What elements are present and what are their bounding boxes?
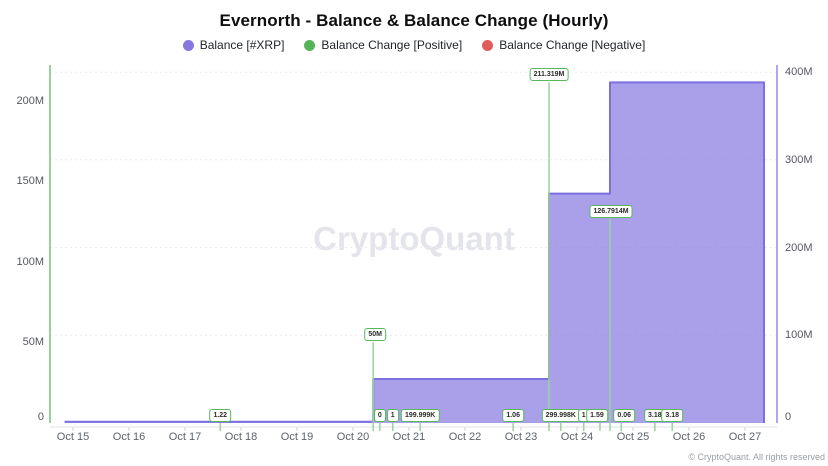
- left-axis-tick-label: 150M: [16, 175, 44, 188]
- balance-change-value-label: 3.18: [661, 409, 683, 422]
- balance-change-value-label: 0.06: [613, 409, 636, 422]
- legend-item-change-positive[interactable]: Balance Change [Positive]: [304, 38, 462, 52]
- balance-change-value-label: 0: [373, 409, 386, 422]
- balance-change-value-label: 299.998K: [541, 408, 580, 422]
- x-axis-date-label: Oct 25: [616, 431, 650, 443]
- balance-change-value-label: 1: [386, 409, 399, 422]
- right-axis-tick-label: 0: [785, 411, 792, 423]
- x-axis-date-label: Oct 18: [224, 431, 258, 443]
- right-axis-tick-label: 100M: [785, 329, 813, 342]
- left-axis-tick-label: 200M: [16, 94, 44, 107]
- legend: Balance [#XRP] Balance Change [Positive] B…: [0, 38, 828, 52]
- x-axis-date-label: Oct 26: [672, 431, 706, 443]
- balance-change-value-label: 211.319M: [529, 68, 569, 82]
- x-axis-date-label: Oct 17: [168, 431, 202, 443]
- chart-title: Evernorth - Balance & Balance Change (Ho…: [219, 11, 609, 30]
- left-axis-tick-label: 100M: [16, 255, 44, 268]
- x-axis-date-label: Oct 16: [112, 431, 146, 443]
- x-axis-date-label: Oct 19: [280, 431, 314, 443]
- x-axis-date-label: Oct 22: [448, 431, 482, 443]
- x-axis-date-label: Oct 20: [336, 431, 370, 443]
- legend-item-balance[interactable]: Balance [#XRP]: [182, 38, 285, 52]
- cryptoquant-watermark: CryptoQuant: [313, 220, 515, 257]
- right-axis-tick-label: 300M: [785, 153, 813, 166]
- right-axis-tick-label: 400M: [785, 66, 813, 79]
- legend-label: Balance Change [Positive]: [321, 38, 463, 52]
- balance-area-fill: [64, 82, 765, 424]
- balance-change-value-label: 50M: [364, 328, 386, 342]
- x-axis-date-label: Oct 23: [504, 431, 538, 443]
- left-axis-tick-label: 0: [37, 411, 44, 423]
- legend-item-change-negative[interactable]: Balance Change [Negative]: [482, 38, 645, 52]
- balance-change-value-label: 1.06: [502, 409, 524, 422]
- x-axis-date-label: Oct 24: [560, 431, 594, 443]
- legend-dot-change-positive: [304, 39, 316, 51]
- x-axis-date-label: Oct 27: [728, 431, 762, 443]
- legend-dot-balance: [182, 39, 194, 51]
- legend-dot-change-negative: [482, 39, 494, 51]
- balance-change-value-label: 199.999K: [401, 408, 440, 422]
- left-axis-tick-label: 50M: [22, 336, 44, 349]
- balance-change-value-label: 1.59: [586, 409, 608, 422]
- balance-change-value-label: 1.22: [209, 409, 232, 422]
- copyright-footer: © CryptoQuant. All rights reserved: [688, 452, 825, 462]
- x-axis-date-label: Oct 21: [392, 431, 426, 443]
- x-axis-date-label: Oct 15: [56, 431, 90, 443]
- legend-label: Balance [#XRP]: [199, 38, 285, 52]
- right-axis-tick-label: 200M: [785, 241, 813, 254]
- legend-label: Balance Change [Negative]: [499, 38, 646, 52]
- balance-change-value-label: 126.7914M: [589, 204, 633, 218]
